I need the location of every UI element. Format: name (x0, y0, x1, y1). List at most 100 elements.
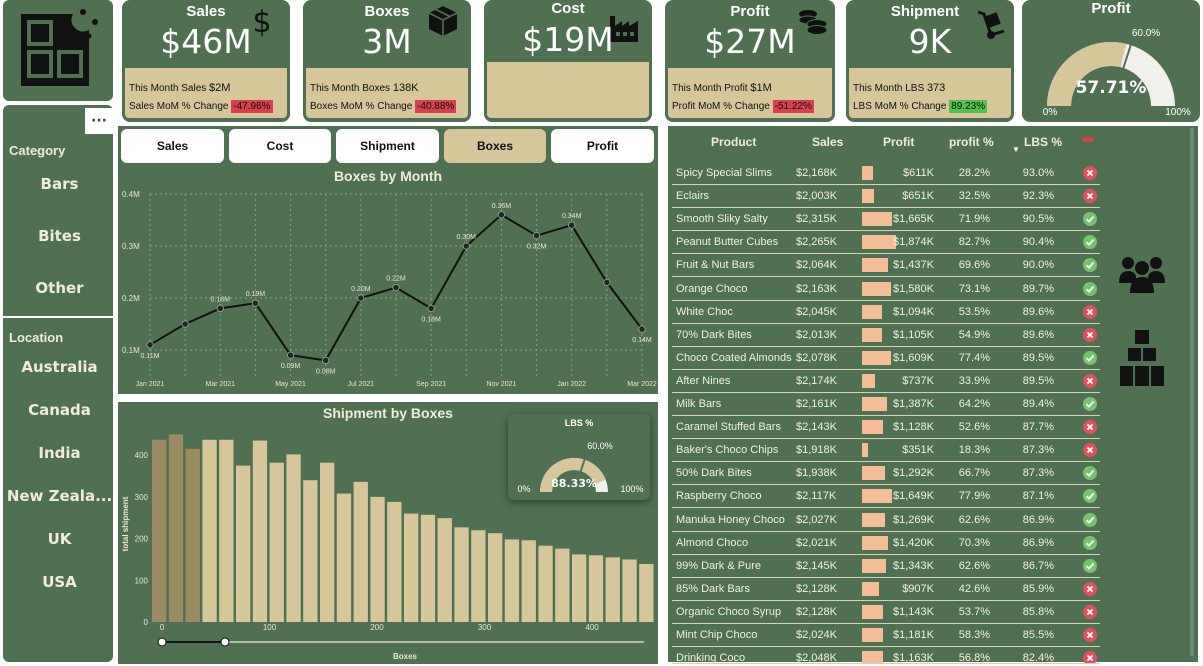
table-row[interactable]: 70% Dark Bites $2,013K $1,105K 54.9% 89.6% (672, 324, 1100, 347)
shipment-bar[interactable] (471, 530, 486, 622)
shipment-bar[interactable] (437, 518, 452, 622)
line-point[interactable] (568, 221, 576, 229)
cell-profit-bar (862, 535, 888, 550)
shipment-bar[interactable] (622, 559, 637, 622)
tab-shipment[interactable]: Shipment (336, 129, 439, 163)
shipment-bar[interactable] (588, 555, 604, 622)
category-other[interactable]: Other (35, 279, 84, 297)
shipment-bar[interactable] (185, 448, 200, 622)
header-lbs-pct[interactable]: LBS % (1024, 135, 1063, 149)
table-row[interactable]: Organic Choco Syrup $2,128K $1,143K 53.7% 85… (672, 601, 1100, 624)
header-profit[interactable]: Profit (883, 135, 915, 149)
cell-profit-pct: 70.3% (958, 536, 990, 549)
header-product[interactable]: Product (711, 135, 757, 149)
table-scrollbar[interactable] (1190, 128, 1194, 656)
location-india[interactable]: India (38, 444, 81, 462)
line-point[interactable] (322, 356, 330, 364)
table-row[interactable]: Baker's Choco Chips $1,918K $351K 18.3% 87.3… (672, 439, 1100, 463)
line-point[interactable] (497, 211, 506, 219)
tab-boxes[interactable]: Boxes (444, 129, 546, 163)
header-sales[interactable]: Sales (812, 135, 844, 149)
shipment-bar[interactable] (538, 545, 553, 622)
line-point[interactable] (462, 242, 470, 250)
shipment-bar[interactable] (454, 527, 469, 622)
shipment-bar[interactable] (202, 439, 217, 622)
table-row[interactable]: Fruit & Nut Bars $2,064K $1,437K 69.6% 90.0% (672, 254, 1100, 278)
cell-profit: $611K (903, 167, 934, 179)
kpi-boxes-title: Boxes (364, 3, 410, 20)
check-status-icon (1083, 558, 1097, 573)
line-point[interactable] (392, 284, 400, 292)
shipment-bar[interactable] (320, 462, 335, 622)
shipment-bar[interactable] (303, 480, 318, 622)
table-row[interactable]: Smooth Sliky Salty $2,315K $1,665K 71.9% 90.… (672, 208, 1100, 232)
line-point[interactable] (603, 278, 611, 287)
location-australia[interactable]: Australia (21, 358, 98, 376)
shipment-bar[interactable] (269, 462, 284, 622)
category-bars[interactable]: Bars (40, 175, 79, 193)
table-row[interactable]: Mint Chip Choco $2,024K $1,181K 58.3% 85.5% (672, 624, 1100, 647)
table-row[interactable]: Milk Bars $2,161K $1,387K 64.2% 89.4% (672, 393, 1100, 416)
line-point[interactable] (427, 304, 435, 312)
shipment-bar[interactable] (521, 540, 536, 622)
location-usa[interactable]: USA (42, 573, 77, 591)
category-bites[interactable]: Bites (38, 227, 81, 245)
shipment-bar[interactable] (572, 554, 587, 622)
shipment-bar[interactable] (555, 548, 570, 622)
table-row[interactable]: Drinking Coco $2,048K $1,163K 56.8% 82.4% (672, 647, 1100, 664)
line-point[interactable] (146, 341, 154, 349)
location-new-zealand[interactable]: New Zeala... (6, 487, 113, 505)
table-row[interactable]: Raspberry Choco $2,117K $1,649K 77.9% 87.1% (672, 485, 1100, 509)
tab-profit[interactable]: Profit (551, 129, 654, 163)
shipment-bar[interactable] (639, 564, 654, 622)
zoom-slider-start-handle[interactable] (157, 637, 167, 647)
table-row[interactable]: 50% Dark Bites $1,938K $1,292K 66.7% 87.3% (672, 462, 1100, 486)
line-point[interactable] (181, 320, 189, 328)
line-y-tick: 0.3M (122, 242, 140, 251)
more-options-button[interactable]: ··· (85, 108, 113, 134)
header-profit-pct[interactable]: profit % (949, 135, 994, 149)
table-row[interactable]: After Nines $2,174K $737K 33.9% 89.5% (672, 370, 1100, 393)
shipment-bar[interactable] (370, 496, 385, 622)
cell-profit: $1,649K (893, 490, 934, 503)
shipment-bar[interactable] (286, 454, 301, 622)
shipment-bar[interactable] (152, 439, 167, 622)
table-row[interactable]: Spicy Special Slims $2,168K $611K 28.2% 93.0… (672, 162, 1100, 185)
line-point[interactable] (638, 325, 646, 333)
line-point[interactable] (357, 294, 365, 302)
shipment-bar[interactable] (252, 440, 268, 622)
location-uk[interactable]: UK (47, 530, 72, 548)
line-point[interactable] (216, 304, 224, 312)
shipment-bar[interactable] (219, 439, 234, 622)
table-row[interactable]: Manuka Honey Choco $2,027K $1,269K 62.6% 86.… (672, 509, 1100, 532)
table-row[interactable]: Orange Choco $2,163K $1,580K 73.1% 89.7% (672, 278, 1100, 301)
shipment-bar[interactable] (404, 513, 419, 622)
line-point[interactable] (251, 299, 260, 307)
tab-cost[interactable]: Cost (229, 129, 331, 163)
line-point[interactable] (286, 351, 295, 359)
shipment-bar[interactable] (387, 501, 402, 622)
table-row[interactable]: Caramel Stuffed Bars $2,143K $1,128K 52.6% 8… (672, 416, 1100, 440)
shipment-bar[interactable] (420, 514, 436, 622)
shipment-bar[interactable] (168, 434, 184, 622)
shipment-bar[interactable] (605, 557, 620, 622)
table-row[interactable]: 99% Dark & Pure $2,145K $1,343K 62.6% 86.7% (672, 555, 1100, 578)
table-row[interactable]: Eclairs $2,003K $651K 32.5% 92.3% (672, 185, 1100, 209)
shipment-bar[interactable] (353, 481, 368, 622)
table-row[interactable]: White Choc $2,045K $1,094K 53.5% 89.6% (672, 301, 1100, 324)
bar-y-axis-label: total shipment (121, 496, 130, 551)
shipment-bar[interactable] (488, 533, 503, 622)
shipment-bar[interactable] (236, 465, 251, 622)
line-point[interactable] (532, 232, 541, 240)
table-row[interactable]: Choco Coated Almonds $2,078K $1,609K 77.4% 8… (672, 347, 1100, 370)
kpi-profit-value: $27M (704, 22, 796, 61)
table-row[interactable]: Peanut Butter Cubes $2,265K $1,874K 82.7% 90… (672, 231, 1100, 255)
zoom-slider-end-handle[interactable] (220, 637, 230, 647)
table-row[interactable]: 85% Dark Bars $2,128K $907K 42.6% 85.9% (672, 578, 1100, 601)
cross-status-icon (1083, 420, 1097, 435)
location-canada[interactable]: Canada (28, 401, 91, 419)
shipment-bar[interactable] (504, 539, 520, 622)
table-row[interactable]: Almond Choco $2,021K $1,420K 70.3% 86.9% (672, 532, 1100, 555)
shipment-bar[interactable] (336, 493, 352, 622)
tab-sales[interactable]: Sales (121, 129, 224, 163)
